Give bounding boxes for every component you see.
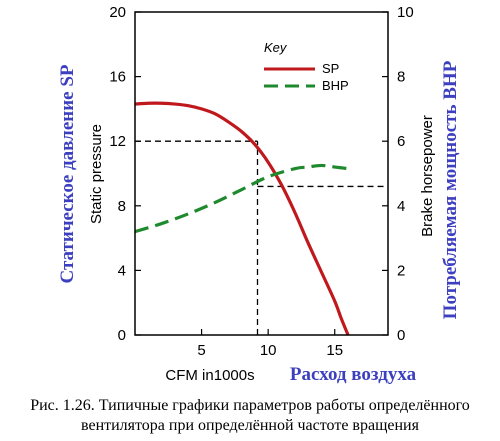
- caption-line-1: Рис. 1.26. Типичные графики параметров р…: [30, 397, 470, 414]
- caption-line-2: вентилятора при определённой частоте вра…: [81, 417, 419, 434]
- legend-label-sp: SP: [322, 61, 339, 76]
- series-line-bhp: [134, 163, 349, 234]
- legend-label-bhp: BHP: [322, 78, 349, 93]
- x-tick-label: 10: [260, 342, 277, 359]
- y-right-tick-label: 0: [397, 327, 405, 344]
- x-axis-label-ru: Расход воздуха: [290, 364, 417, 385]
- y-left-tick-label: 4: [118, 262, 126, 279]
- y-right-axis-label: Brake horsepower: [419, 115, 436, 237]
- tick-layer: 5 10 15 0 4 8 12 16 20 0 2 4 6 8 10: [109, 4, 413, 359]
- plot-frame: [134, 11, 389, 336]
- y-right-tick-label: 2: [397, 262, 405, 279]
- legend-title: Key: [264, 40, 288, 55]
- y-right-tick-label: 4: [397, 198, 405, 215]
- figure-caption: Рис. 1.26. Типичные графики параметров р…: [0, 396, 500, 436]
- x-axis-label: CFM in1000s: [165, 367, 254, 384]
- y-left-axis-label: Static pressure: [88, 124, 105, 224]
- legend: Key SP BHP: [264, 40, 349, 93]
- y-right-tick-label: 10: [397, 4, 414, 21]
- y-left-tick-label: 0: [118, 327, 126, 344]
- reference-lines: [135, 140, 388, 335]
- x-tick-label: 5: [197, 342, 205, 359]
- y-right-tick-label: 8: [397, 69, 405, 86]
- y-left-tick-label: 12: [109, 133, 126, 150]
- y-left-tick-label: 8: [118, 198, 126, 215]
- series-layer: [134, 101, 350, 336]
- series-line-sp: [134, 101, 350, 336]
- y-right-tick-label: 6: [397, 133, 405, 150]
- x-tick-label: 15: [326, 342, 343, 359]
- fan-performance-chart: 5 10 15 0 4 8 12 16 20 0 2 4 6 8 10 CFM in1000s Расход…: [57, 4, 461, 385]
- y-left-axis-label-ru: Статическое давление SP: [57, 64, 78, 283]
- y-left-tick-label: 16: [109, 69, 126, 86]
- y-right-axis-label-ru: Потребляемая мощность BHP: [440, 60, 461, 319]
- y-left-tick-label: 20: [109, 4, 126, 21]
